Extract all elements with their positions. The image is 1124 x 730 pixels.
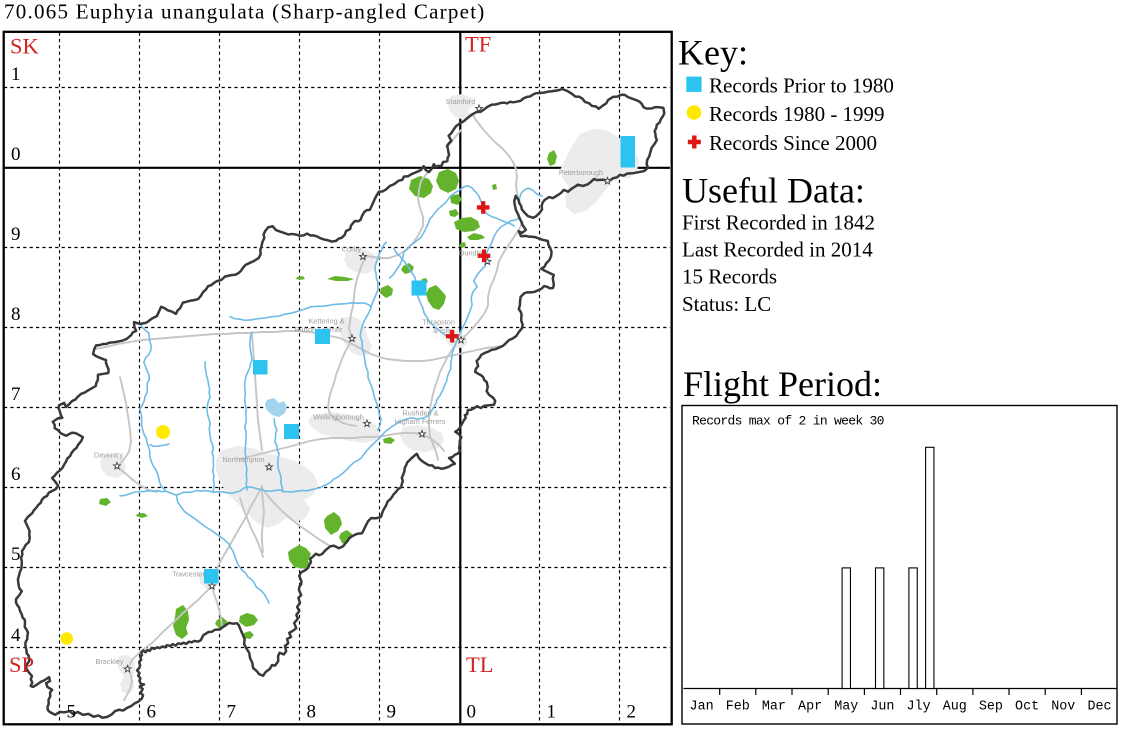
svg-text:Status: LC: Status: LC	[682, 292, 771, 316]
svg-text:Towcester: Towcester	[172, 570, 205, 579]
svg-text:6: 6	[147, 702, 157, 723]
svg-text:Brackley: Brackley	[96, 657, 124, 666]
svg-text:15 Records: 15 Records	[682, 265, 777, 289]
svg-text:Higham Ferrers: Higham Ferrers	[395, 417, 446, 426]
svg-text:Jly: Jly	[907, 700, 931, 715]
svg-text:Northampton: Northampton	[222, 455, 264, 464]
svg-text:Mar: Mar	[762, 700, 786, 715]
svg-text:TL: TL	[466, 652, 494, 677]
svg-text:Thrapston: Thrapston	[422, 318, 455, 327]
svg-text:1: 1	[547, 702, 557, 723]
svg-text:Dec: Dec	[1087, 700, 1111, 715]
svg-text:Rushden &: Rushden &	[402, 409, 438, 418]
svg-text:Daventry: Daventry	[94, 451, 124, 460]
svg-text:7: 7	[11, 384, 21, 405]
svg-text:Nov: Nov	[1051, 700, 1075, 715]
svg-text:Records Prior to 1980: Records Prior to 1980	[709, 73, 894, 97]
svg-text:0: 0	[11, 144, 21, 165]
svg-text:First Recorded in 1842: First Recorded in 1842	[682, 211, 875, 235]
svg-text:Corby: Corby	[342, 245, 362, 254]
svg-text:9: 9	[387, 702, 397, 723]
svg-text:5: 5	[11, 544, 21, 565]
svg-text:Useful Data:: Useful Data:	[682, 171, 865, 211]
svg-text:Records 1980 - 1999: Records 1980 - 1999	[709, 102, 885, 126]
svg-text:Records Since 2000: Records Since 2000	[709, 131, 877, 155]
svg-text:5: 5	[67, 702, 77, 723]
svg-text:Flight Period:: Flight Period:	[683, 364, 882, 404]
svg-text:70.065 Euphyia unangulata (Sha: 70.065 Euphyia unangulata (Sharp-angled …	[4, 0, 486, 24]
svg-text:Oundle: Oundle	[459, 249, 483, 258]
svg-text:Kettering &: Kettering &	[308, 317, 344, 326]
svg-text:Records max of 2 in week 30: Records max of 2 in week 30	[692, 414, 884, 429]
svg-text:Key:: Key:	[678, 33, 748, 73]
svg-text:Stamford: Stamford	[446, 97, 476, 106]
svg-text:Jun: Jun	[870, 700, 894, 715]
svg-text:SK: SK	[10, 34, 40, 59]
svg-text:Aug: Aug	[943, 700, 967, 715]
svg-text:TF: TF	[465, 32, 491, 57]
svg-text:Jan: Jan	[690, 700, 714, 715]
svg-text:Feb: Feb	[726, 700, 750, 715]
svg-text:6: 6	[11, 464, 21, 485]
svg-text:Oct: Oct	[1015, 700, 1039, 715]
svg-text:Wellingborough: Wellingborough	[313, 413, 364, 422]
svg-text:8: 8	[307, 702, 317, 723]
svg-text:1: 1	[11, 64, 21, 85]
svg-text:May: May	[834, 700, 858, 715]
svg-text:Sep: Sep	[979, 700, 1003, 715]
svg-text:7: 7	[227, 702, 237, 723]
svg-text:SP: SP	[9, 652, 34, 677]
svg-text:9: 9	[11, 224, 21, 245]
svg-text:0: 0	[467, 702, 477, 723]
svg-text:4: 4	[11, 625, 21, 646]
svg-text:8: 8	[11, 304, 21, 325]
svg-text:Last Recorded in 2014: Last Recorded in 2014	[682, 238, 873, 262]
svg-text:Apr: Apr	[798, 700, 822, 715]
svg-text:Peterborough: Peterborough	[559, 168, 603, 177]
svg-text:& Islip: & Islip	[433, 326, 453, 335]
svg-text:2: 2	[627, 702, 637, 723]
